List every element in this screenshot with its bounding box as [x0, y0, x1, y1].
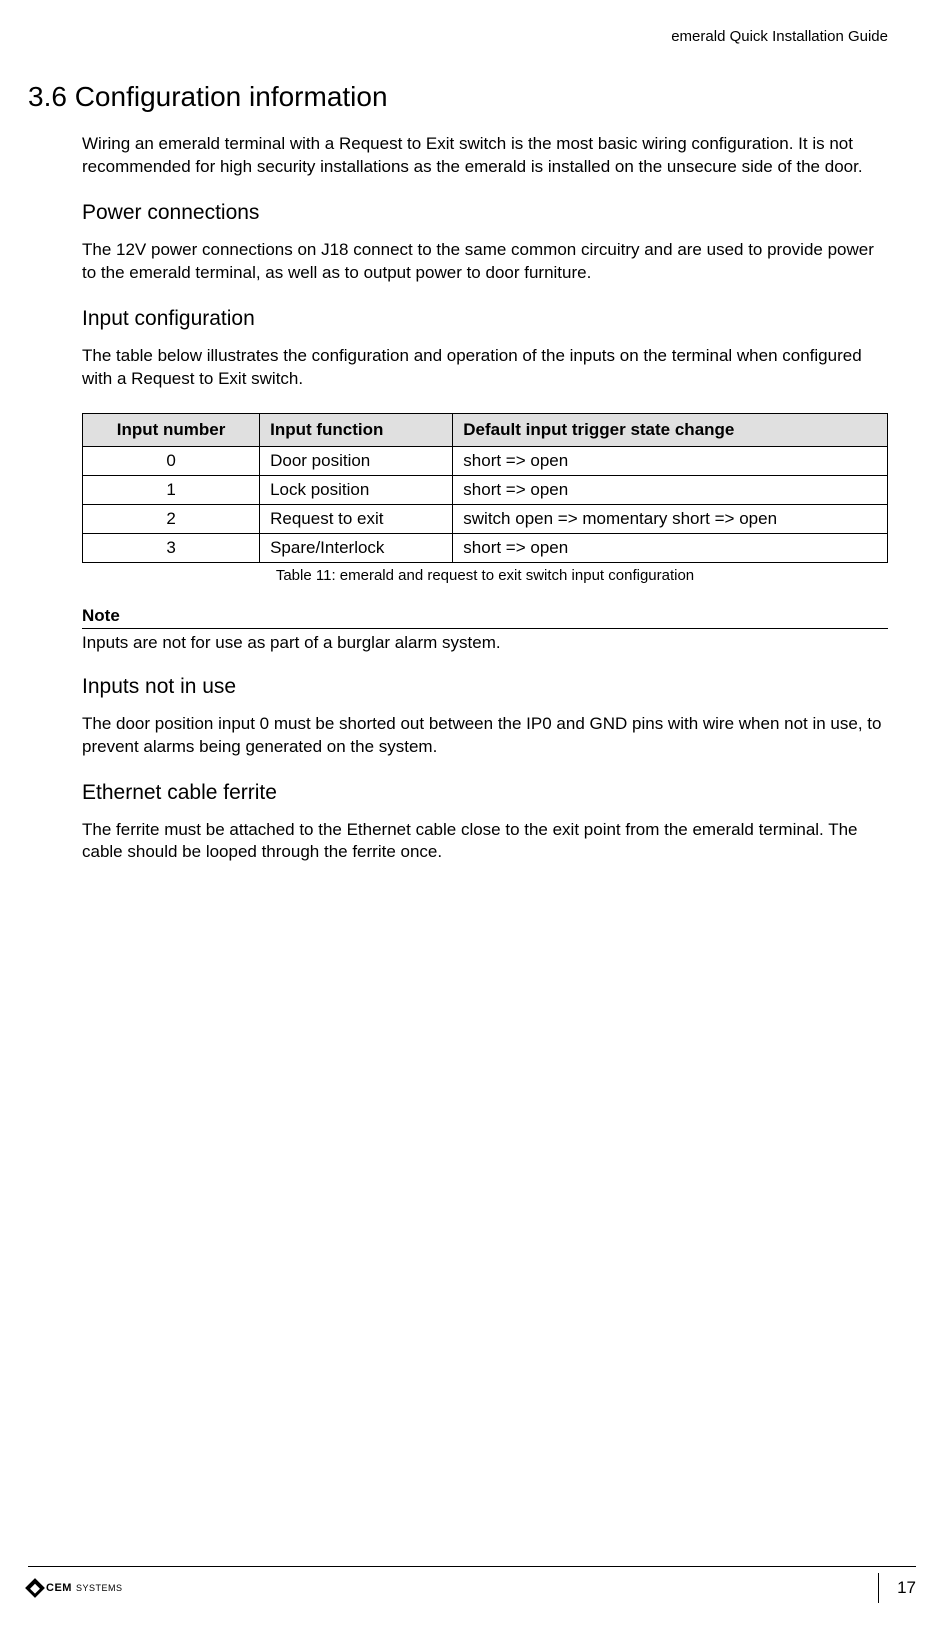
note-label: Note	[82, 606, 888, 629]
input-configuration-table: Input number Input function Default inpu…	[82, 413, 888, 563]
table-cell: short => open	[453, 533, 888, 562]
logo-diamond-icon	[25, 1578, 45, 1598]
power-connections-text: The 12V power connections on J18 connect…	[82, 239, 888, 285]
document-header-title: emerald Quick Installation Guide	[28, 28, 888, 45]
footer-logo-brand: CEM	[46, 1582, 72, 1594]
page-number: 17	[878, 1573, 916, 1603]
table-cell: 2	[83, 504, 260, 533]
inputs-not-in-use-title: Inputs not in use	[82, 675, 888, 699]
input-configuration-text: The table below illustrates the configur…	[82, 345, 888, 391]
section-title: 3.6 Configuration information	[28, 81, 888, 113]
table-row: 1 Lock position short => open	[83, 475, 888, 504]
note-text: Inputs are not for use as part of a burg…	[82, 633, 888, 653]
table-cell: Lock position	[260, 475, 453, 504]
table-cell: short => open	[453, 475, 888, 504]
table-header-cell: Default input trigger state change	[453, 413, 888, 446]
section-intro-text: Wiring an emerald terminal with a Reques…	[82, 133, 888, 179]
table-caption: Table 11: emerald and request to exit sw…	[82, 567, 888, 584]
table-cell: 1	[83, 475, 260, 504]
inputs-not-in-use-text: The door position input 0 must be shorte…	[82, 713, 888, 759]
table-cell: switch open => momentary short => open	[453, 504, 888, 533]
page-footer: CEM SYSTEMS 17	[28, 1566, 916, 1603]
table-cell: 3	[83, 533, 260, 562]
table-row: 2 Request to exit switch open => momenta…	[83, 504, 888, 533]
table-row: 0 Door position short => open	[83, 446, 888, 475]
table-cell: short => open	[453, 446, 888, 475]
table-header-cell: Input number	[83, 413, 260, 446]
table-header-row: Input number Input function Default inpu…	[83, 413, 888, 446]
table-cell: 0	[83, 446, 260, 475]
footer-logo: CEM SYSTEMS	[28, 1581, 122, 1595]
table-header-cell: Input function	[260, 413, 453, 446]
table-cell: Door position	[260, 446, 453, 475]
table-cell: Spare/Interlock	[260, 533, 453, 562]
footer-logo-suffix: SYSTEMS	[76, 1583, 123, 1593]
ethernet-ferrite-title: Ethernet cable ferrite	[82, 781, 888, 805]
power-connections-title: Power connections	[82, 201, 888, 225]
table-cell: Request to exit	[260, 504, 453, 533]
ethernet-ferrite-text: The ferrite must be attached to the Ethe…	[82, 819, 888, 865]
input-configuration-title: Input configuration	[82, 307, 888, 331]
table-row: 3 Spare/Interlock short => open	[83, 533, 888, 562]
